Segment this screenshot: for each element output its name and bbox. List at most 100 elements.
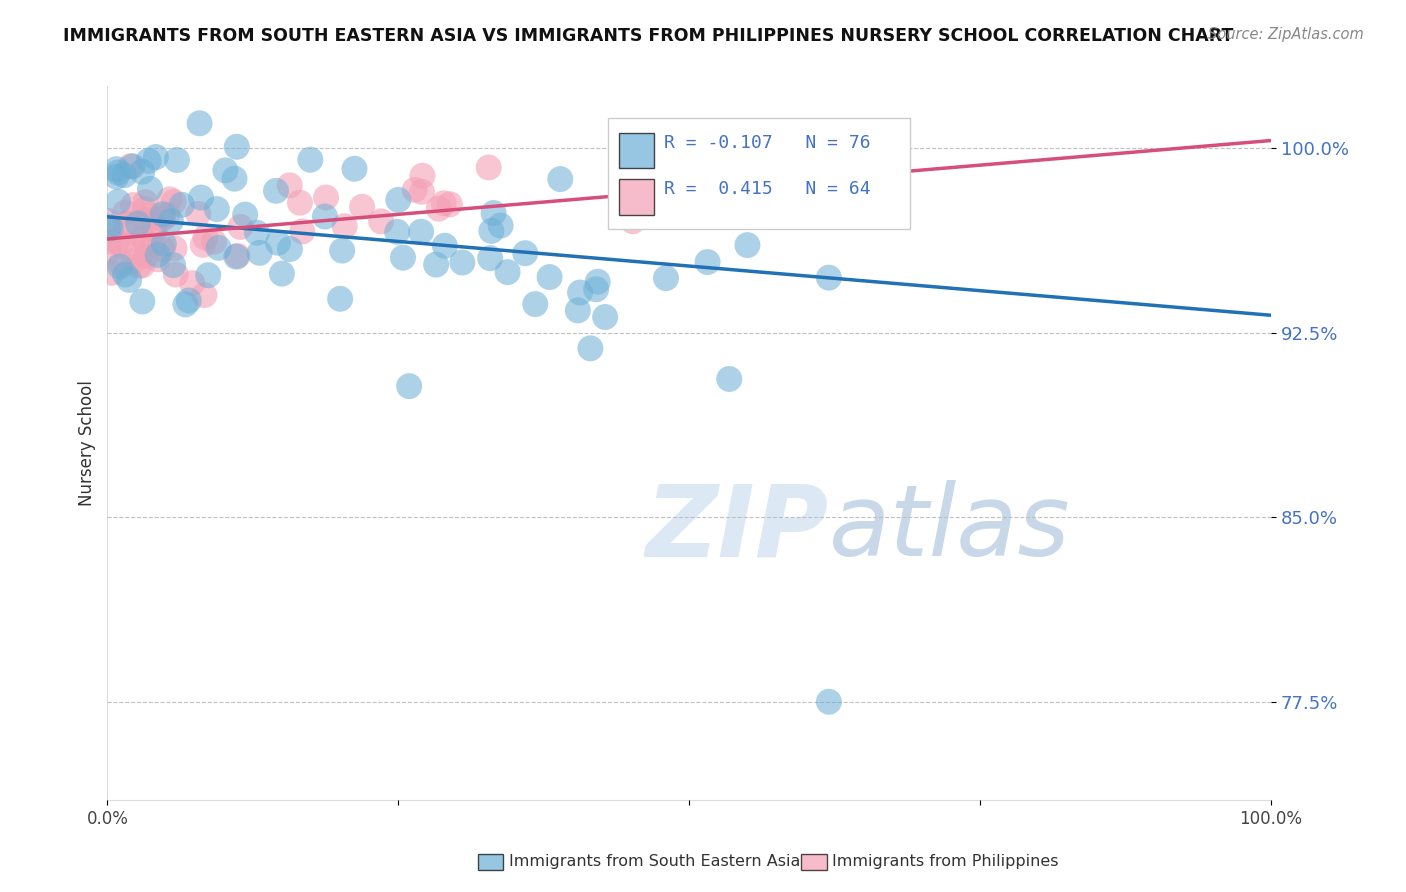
Point (97, 219, 120, 234)
Point (278, 242, 301, 256)
Point (193, 288, 215, 302)
Point (156, 208, 179, 222)
Point (844, 131, 866, 145)
Point (330, 244, 353, 258)
Point (288, 195, 311, 210)
Point (585, 282, 607, 296)
Point (246, 226, 269, 240)
Text: IMMIGRANTS FROM SOUTH EASTERN ASIA VS IMMIGRANTS FROM PHILIPPINES NURSERY SCHOOL: IMMIGRANTS FROM SOUTH EASTERN ASIA VS IM… (63, 27, 1233, 45)
Point (110, 256, 132, 270)
Point (181, 276, 204, 290)
Point (387, 193, 409, 207)
Point (142, 237, 165, 252)
Text: Source: ZipAtlas.com: Source: ZipAtlas.com (1208, 27, 1364, 42)
Point (97, 214, 120, 228)
Y-axis label: Nursery School: Nursery School (79, 380, 96, 507)
Point (479, 251, 502, 265)
Point (224, 171, 246, 186)
FancyBboxPatch shape (620, 133, 654, 169)
Point (131, 259, 153, 273)
Point (314, 210, 336, 224)
Point (107, 194, 129, 209)
Point (385, 225, 408, 239)
Point (524, 297, 547, 311)
Point (439, 197, 461, 211)
Point (343, 161, 366, 176)
Point (707, 140, 730, 154)
Point (100, 221, 122, 235)
Point (567, 303, 589, 318)
Point (163, 194, 186, 209)
Point (411, 169, 433, 183)
Point (194, 230, 217, 244)
Point (120, 217, 142, 231)
Point (162, 258, 184, 272)
Point (612, 153, 634, 168)
Point (291, 224, 314, 238)
Point (114, 268, 136, 282)
Point (478, 161, 501, 175)
Point (333, 219, 356, 234)
Point (214, 163, 236, 178)
Point (409, 225, 432, 239)
Point (621, 214, 644, 228)
Point (142, 219, 165, 233)
Point (128, 259, 150, 273)
Point (97, 244, 120, 258)
Point (146, 252, 169, 267)
Point (225, 140, 247, 154)
Point (187, 207, 209, 221)
Text: atlas: atlas (830, 481, 1070, 577)
Point (229, 219, 252, 234)
Point (482, 206, 505, 220)
Text: ZIP: ZIP (645, 481, 830, 577)
Point (496, 265, 519, 279)
Point (264, 184, 287, 198)
Point (191, 238, 214, 252)
Point (134, 195, 156, 210)
Point (481, 224, 503, 238)
Point (121, 236, 143, 251)
Point (267, 235, 290, 250)
Point (737, 238, 759, 252)
Point (118, 273, 141, 287)
Point (593, 310, 616, 324)
Point (271, 267, 294, 281)
Point (202, 235, 225, 249)
Point (818, 270, 841, 285)
Point (105, 169, 128, 184)
Point (139, 182, 162, 196)
Point (208, 241, 231, 255)
Point (411, 185, 433, 199)
Point (152, 207, 174, 221)
Point (98, 235, 121, 249)
Point (404, 183, 426, 197)
Point (233, 208, 256, 222)
Point (174, 297, 197, 311)
Point (370, 214, 392, 228)
Point (134, 213, 156, 227)
Point (139, 208, 162, 222)
Point (226, 249, 249, 263)
Point (550, 172, 572, 186)
Point (425, 258, 447, 272)
Point (792, 193, 814, 207)
Text: R = -0.107   N = 76: R = -0.107 N = 76 (664, 134, 870, 152)
Point (579, 341, 602, 355)
Point (398, 379, 420, 393)
Point (107, 165, 129, 179)
Point (515, 246, 537, 260)
Point (152, 211, 174, 226)
Point (299, 153, 322, 167)
Point (433, 239, 456, 253)
Point (100, 266, 122, 280)
Point (718, 372, 741, 386)
Text: Immigrants from Philippines: Immigrants from Philippines (832, 855, 1059, 869)
Point (166, 153, 188, 167)
Point (433, 196, 456, 211)
Point (249, 245, 271, 260)
Point (427, 202, 450, 216)
Point (205, 202, 228, 216)
Point (159, 192, 181, 206)
Point (110, 237, 132, 252)
